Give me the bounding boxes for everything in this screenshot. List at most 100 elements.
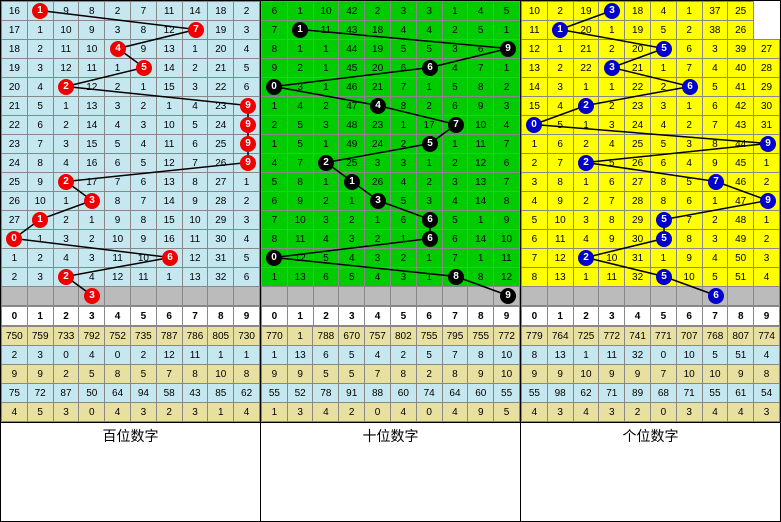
cell: 7	[105, 173, 131, 192]
header-cell: 3	[339, 307, 365, 326]
cell: 2	[416, 97, 442, 116]
stat-cell: 7	[650, 365, 676, 384]
cell: 3	[442, 173, 468, 192]
ball-marker: 1	[552, 22, 568, 38]
stat-cell: 707	[676, 327, 702, 346]
cell: 25	[208, 135, 234, 154]
cell: 2	[313, 192, 339, 211]
stat-cell: 4	[702, 403, 728, 422]
cell	[208, 287, 234, 306]
cell: 15	[79, 135, 105, 154]
ball-marker: 4	[370, 98, 386, 114]
cell: 11	[130, 268, 156, 287]
cell: 10	[130, 249, 156, 268]
ball-marker: 0	[266, 79, 282, 95]
cell: 42	[339, 2, 365, 21]
cell: 29	[754, 78, 780, 97]
cell	[365, 287, 391, 306]
cell: 6	[313, 268, 339, 287]
ball-marker: 5	[136, 60, 152, 76]
cell: 5	[390, 192, 416, 211]
cell: 2	[27, 249, 53, 268]
cell: 1	[522, 135, 548, 154]
cell: 9	[547, 192, 573, 211]
cell: 2	[390, 135, 416, 154]
stat-cell: 10	[702, 365, 728, 384]
cell: 14	[79, 116, 105, 135]
cell: 3	[702, 40, 728, 59]
cell: 30	[625, 230, 651, 249]
cell: 45	[728, 154, 754, 173]
ball-marker: 9	[760, 136, 776, 152]
cell: 8	[130, 211, 156, 230]
stat-cell: 802	[390, 327, 416, 346]
ball-marker: 7	[448, 117, 464, 133]
cell: 3	[27, 268, 53, 287]
cell: 11	[287, 230, 313, 249]
cell: 3	[79, 249, 105, 268]
cell: 10	[287, 211, 313, 230]
stat-cell: 772	[599, 327, 625, 346]
cell: 8	[105, 192, 131, 211]
cell: 1	[390, 116, 416, 135]
cell: 48	[728, 211, 754, 230]
cell: 10	[468, 116, 494, 135]
cell: 3	[650, 97, 676, 116]
cell: 28	[208, 192, 234, 211]
stat-cell: 772	[494, 327, 520, 346]
cell: 11	[156, 135, 182, 154]
cell: 1	[573, 78, 599, 97]
stat-cell: 74	[416, 384, 442, 403]
cell: 11	[599, 268, 625, 287]
header-cell: 9	[494, 307, 520, 326]
stat-cell: 60	[468, 384, 494, 403]
cell: 6	[676, 40, 702, 59]
cell: 10	[547, 211, 573, 230]
cell	[547, 287, 573, 306]
stat-cell: 55	[522, 384, 548, 403]
stat-cell: 771	[650, 327, 676, 346]
cell: 1	[287, 40, 313, 59]
cell: 2	[754, 173, 780, 192]
cell: 2	[234, 2, 260, 21]
ball-marker: 1	[32, 212, 48, 228]
cell: 9	[130, 40, 156, 59]
stat-cell: 1	[208, 346, 234, 365]
cell	[182, 287, 208, 306]
cell: 1	[468, 211, 494, 230]
cell	[728, 287, 754, 306]
cell: 21	[625, 59, 651, 78]
cell: 3	[105, 21, 131, 40]
cell: 4	[442, 192, 468, 211]
stat-cell: 55	[494, 384, 520, 403]
cell: 9	[468, 97, 494, 116]
cell: 3	[416, 192, 442, 211]
stat-cell: 4	[2, 403, 28, 422]
cell: 4	[522, 192, 548, 211]
cell: 25	[2, 173, 28, 192]
cell: 2	[599, 40, 625, 59]
cell: 3	[599, 116, 625, 135]
cell: 4	[468, 2, 494, 21]
stat-cell: 2	[156, 403, 182, 422]
cell: 27	[625, 173, 651, 192]
stat-cell: 55	[702, 384, 728, 403]
cell: 3	[105, 97, 131, 116]
cell: 2	[53, 116, 79, 135]
cell: 9	[287, 192, 313, 211]
stat-cell: 9	[2, 365, 28, 384]
cell	[313, 287, 339, 306]
cell: 7	[130, 192, 156, 211]
cell: 32	[208, 268, 234, 287]
cell: 6	[468, 40, 494, 59]
cell: 51	[728, 268, 754, 287]
cell: 3	[442, 40, 468, 59]
cell: 5	[234, 59, 260, 78]
cell: 16	[156, 230, 182, 249]
stat-cell: 9	[468, 365, 494, 384]
cell: 12	[53, 59, 79, 78]
cell: 2	[53, 211, 79, 230]
cell: 7	[599, 192, 625, 211]
stat-cell: 54	[754, 384, 780, 403]
header-cell: 7	[702, 307, 728, 326]
